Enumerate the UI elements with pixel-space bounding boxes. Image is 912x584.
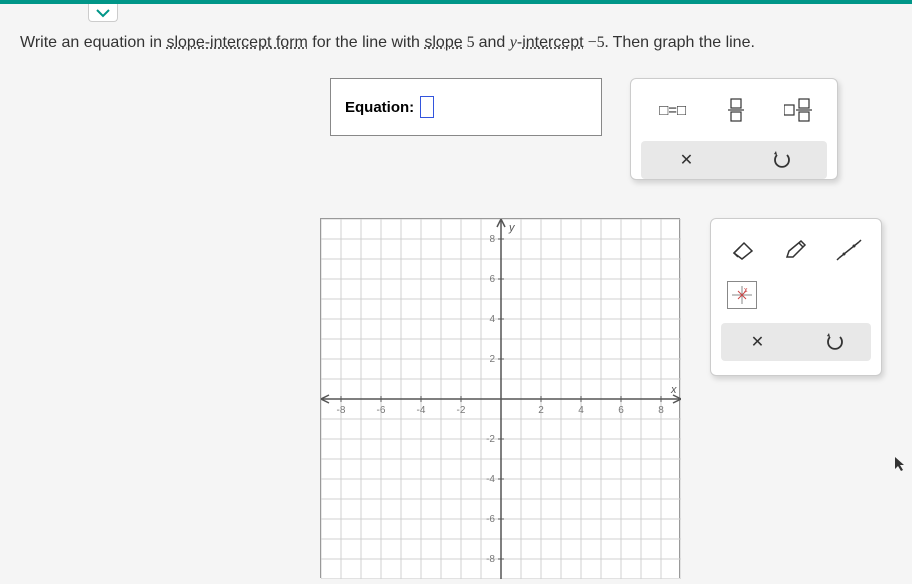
svg-text:2: 2 <box>538 405 544 416</box>
svg-text:4: 4 <box>578 405 584 416</box>
collapse-toggle[interactable] <box>88 4 118 22</box>
svg-text:-2: -2 <box>486 434 495 445</box>
q-suffix: Then graph the line. <box>613 34 755 51</box>
chevron-down-icon <box>96 8 110 18</box>
term-intercept[interactable]: intercept <box>522 34 583 51</box>
term-slope-intercept-form[interactable]: slope-intercept form <box>166 34 307 51</box>
question-text: Write an equation in slope-intercept for… <box>0 4 912 72</box>
clear-icon: ✕ <box>680 150 693 170</box>
clear-graph-button[interactable]: ✕ <box>740 327 776 357</box>
graph-tools-panel: x ✕ <box>710 218 882 376</box>
template-mixed-fraction-button[interactable] <box>782 95 817 125</box>
svg-text:x: x <box>670 384 677 396</box>
mixed-fraction-icon <box>784 98 814 122</box>
svg-text:4: 4 <box>489 314 495 325</box>
svg-text:y: y <box>508 222 516 234</box>
svg-text:6: 6 <box>489 274 495 285</box>
svg-text:-6: -6 <box>486 514 495 525</box>
undo-equation-button[interactable] <box>764 145 800 175</box>
svg-text:-8: -8 <box>337 405 346 416</box>
svg-text:2: 2 <box>489 354 495 365</box>
intercept-value: −5. <box>584 34 613 51</box>
slope-value: 5 <box>463 34 479 51</box>
cursor-icon <box>894 456 906 475</box>
eraser-tool[interactable] <box>727 235 760 265</box>
svg-text:8: 8 <box>658 405 664 416</box>
graph-svg: -8 -6 -4 -2 2 4 6 8 -8 -6 -4 -2 2 4 6 8 y x <box>321 219 681 579</box>
svg-text:-4: -4 <box>486 474 495 485</box>
svg-text:-6: -6 <box>377 405 386 416</box>
q-mid3: and <box>479 34 510 51</box>
eraser-icon <box>730 239 756 261</box>
fraction-icon <box>727 98 745 122</box>
undo-graph-button[interactable] <box>817 327 853 357</box>
clear-graph-icon: ✕ <box>751 332 764 352</box>
term-slope[interactable]: slope <box>424 34 462 51</box>
template-equals-button[interactable]: □=□ <box>655 95 690 125</box>
equation-tools-panel: □=□ ✕ <box>630 78 838 180</box>
line-icon <box>836 239 862 261</box>
equation-input[interactable] <box>420 96 434 118</box>
svg-text:6: 6 <box>618 405 624 416</box>
svg-text:-2: -2 <box>457 405 466 416</box>
coordinate-graph[interactable]: -8 -6 -4 -2 2 4 6 8 -8 -6 -4 -2 2 4 6 8 y x <box>320 218 680 578</box>
clear-equation-button[interactable]: ✕ <box>669 145 705 175</box>
q-mid1: in <box>145 34 166 51</box>
template-fraction-button[interactable] <box>718 95 753 125</box>
svg-text:-4: -4 <box>417 405 426 416</box>
pencil-tool[interactable] <box>780 235 813 265</box>
point-grid-tool[interactable]: x <box>727 281 757 309</box>
equation-label: Equation: <box>345 99 414 116</box>
q-equation-word: equation <box>84 34 145 51</box>
pencil-icon <box>783 239 809 261</box>
equation-input-box: Equation: <box>330 78 602 136</box>
q-prefix: Write an <box>20 34 84 51</box>
line-tool[interactable] <box>832 235 865 265</box>
q-mid2: for the line with <box>308 34 425 51</box>
point-grid-icon: x <box>730 284 754 306</box>
undo-icon <box>772 150 792 170</box>
template-equals-label: □=□ <box>659 102 686 119</box>
y-italic: y <box>510 34 517 51</box>
svg-text:8: 8 <box>489 234 495 245</box>
svg-text:-8: -8 <box>486 554 495 565</box>
undo-graph-icon <box>825 332 845 352</box>
